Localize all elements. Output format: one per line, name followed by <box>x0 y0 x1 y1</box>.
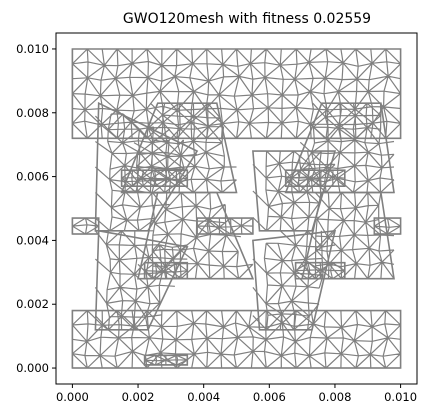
x-tick-label: 0.006 <box>253 390 286 404</box>
x-tick-label: 0.004 <box>187 390 220 404</box>
mesh-bridge-5 <box>143 261 189 280</box>
y-tick-label: 0.010 <box>16 42 49 56</box>
mesh-bridge-2-outline <box>71 217 100 235</box>
mesh-band-0-outline <box>71 48 402 140</box>
mesh-triangle-down-1-outline <box>252 150 337 232</box>
mesh-bridge-7-edges <box>144 354 188 366</box>
y-tick-label: 0.000 <box>16 361 49 375</box>
mesh-triangle-up-3-edges <box>301 192 395 280</box>
mesh-triangle-down-2 <box>94 229 189 331</box>
mesh-layer <box>71 48 402 369</box>
mesh-bridge-6-outline <box>294 261 346 280</box>
y-tick-label: 0.002 <box>16 297 49 311</box>
mesh-triangle-down-3 <box>252 229 337 331</box>
mesh-bridge-3 <box>373 217 402 235</box>
mesh-band-1 <box>71 309 402 369</box>
x-tick-label: 0.010 <box>384 390 417 404</box>
chart-title: GWO120mesh with fitness 0.02559 <box>123 11 371 27</box>
mesh-bridge-1 <box>284 169 346 187</box>
mesh-bridge-5-outline <box>143 261 189 280</box>
mesh-bridge-7-outline <box>143 354 189 366</box>
mesh-bridge-2 <box>71 217 100 235</box>
mesh-triangle-down-3-outline <box>252 229 337 331</box>
mesh-band-1-outline <box>71 309 402 369</box>
mesh-bridge-0 <box>120 169 189 187</box>
y-tick-label: 0.004 <box>16 233 49 247</box>
mesh-triangle-down-0 <box>94 101 199 232</box>
mesh-bridge-3-outline <box>373 217 402 235</box>
mesh-triangle-down-0-outline <box>94 101 199 232</box>
mesh-bridge-2-edges <box>71 217 100 235</box>
mesh-bridge-7 <box>143 354 189 366</box>
mesh-band-0 <box>71 48 402 140</box>
x-tick-label: 0.008 <box>318 390 351 404</box>
mesh-bridge-0-outline <box>120 169 189 187</box>
mesh-bridge-4-outline <box>196 217 254 235</box>
mesh-triangle-down-2-edges <box>94 230 188 331</box>
mesh-triangle-up-3 <box>301 191 395 280</box>
mesh-bridge-4 <box>196 217 254 235</box>
mesh-triangle-down-2-outline <box>94 229 189 331</box>
x-tick-label: 0.002 <box>122 390 155 404</box>
mesh-band-0-edges <box>71 48 402 139</box>
y-tick-label: 0.008 <box>16 106 49 120</box>
mesh-bridge-6 <box>294 261 346 280</box>
y-axis: 0.000 0.002 0.004 0.006 0.008 0.010 <box>16 42 56 375</box>
x-axis: 0.000 0.002 0.004 0.006 0.008 0.010 <box>56 384 417 404</box>
x-tick-label: 0.000 <box>56 390 89 404</box>
mesh-bridge-1-outline <box>284 169 346 187</box>
y-tick-label: 0.006 <box>16 170 49 184</box>
plot-frame <box>55 32 418 385</box>
